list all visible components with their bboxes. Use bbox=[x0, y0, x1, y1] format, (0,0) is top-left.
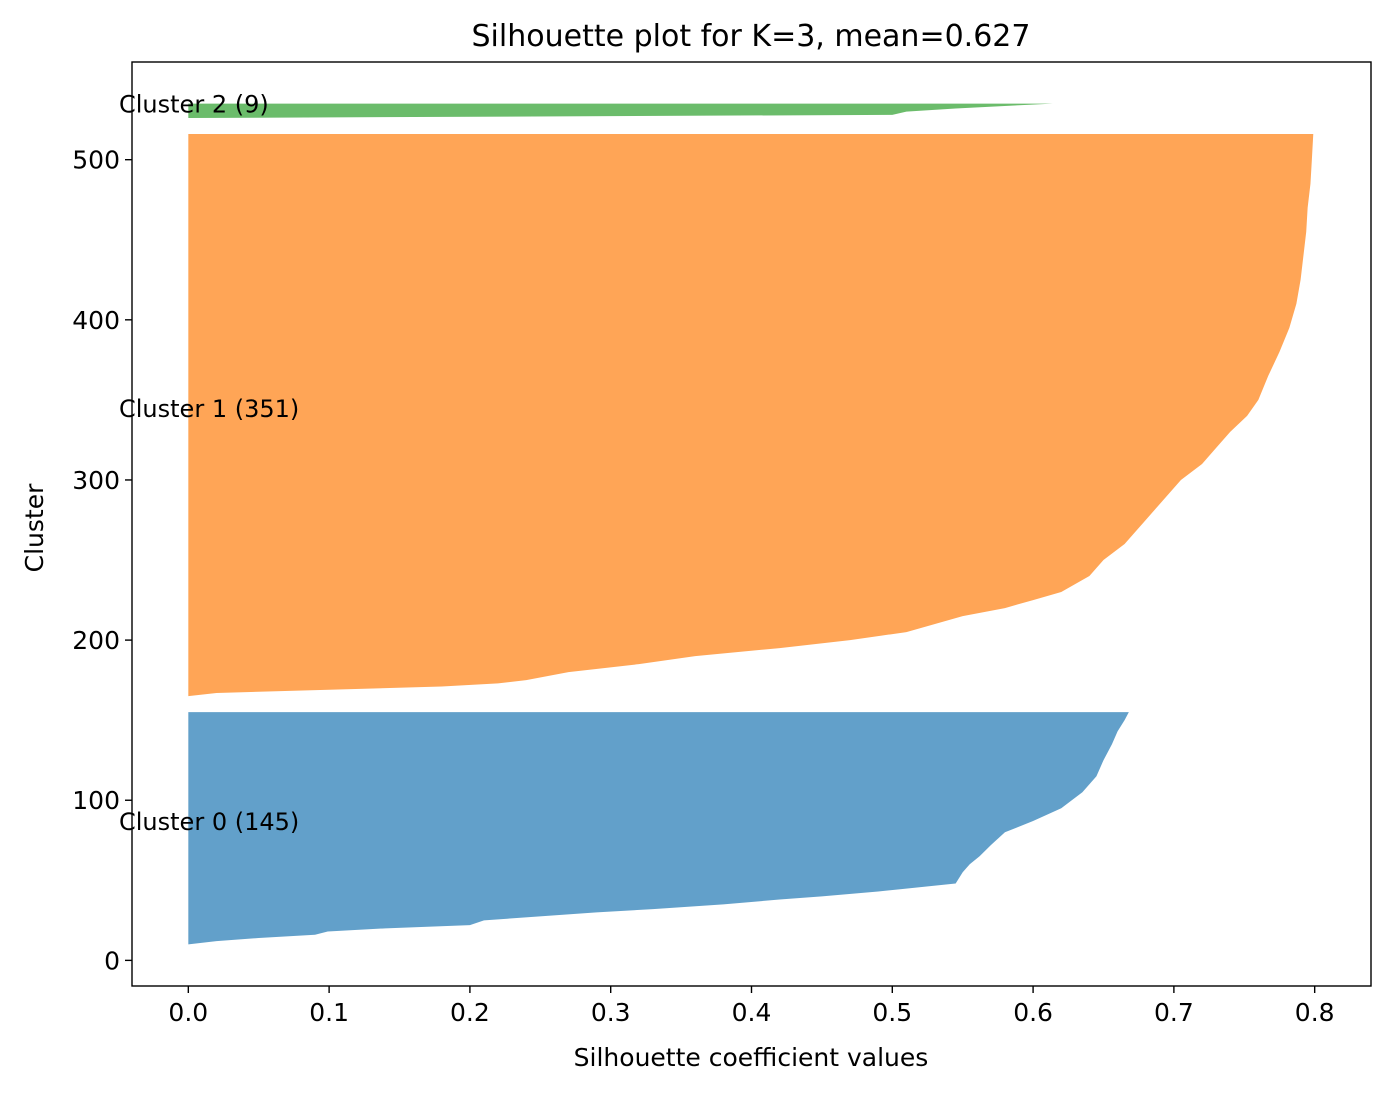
cluster-areas bbox=[188, 103, 1314, 945]
y-tick-label: 0 bbox=[104, 946, 120, 975]
y-tick-label: 100 bbox=[72, 786, 120, 815]
x-tick-label: 0.3 bbox=[591, 998, 631, 1027]
y-axis-label: Cluster bbox=[20, 483, 49, 572]
y-axis-ticks: 0 100 200 300 400 500 bbox=[72, 146, 132, 975]
x-axis-ticks: 0.0 0.1 0.2 0.3 0.4 0.5 0.6 0.7 0.8 bbox=[168, 986, 1335, 1027]
y-tick-label: 200 bbox=[72, 626, 120, 655]
y-tick-label: 400 bbox=[72, 306, 120, 335]
x-tick-label: 0.0 bbox=[168, 998, 208, 1027]
x-tick-label: 0.2 bbox=[450, 998, 490, 1027]
x-tick-label: 0.7 bbox=[1154, 998, 1194, 1027]
x-tick-label: 0.8 bbox=[1295, 998, 1335, 1027]
cluster-0-label: Cluster 0 (145) bbox=[119, 808, 299, 836]
cluster-2-label: Cluster 2 (9) bbox=[119, 91, 269, 119]
x-tick-label: 0.1 bbox=[309, 998, 349, 1027]
x-axis-label: Silhouette coefficient values bbox=[574, 1043, 929, 1072]
cluster-1-area bbox=[188, 134, 1314, 697]
chart-title: Silhouette plot for K=3, mean=0.627 bbox=[472, 19, 1031, 54]
cluster-labels: Cluster 0 (145) Cluster 1 (351) Cluster 2 … bbox=[119, 91, 299, 836]
cluster-0-area bbox=[188, 712, 1129, 945]
x-tick-label: 0.4 bbox=[732, 998, 772, 1027]
cluster-2-area bbox=[188, 103, 1053, 119]
x-tick-label: 0.5 bbox=[872, 998, 912, 1027]
y-tick-label: 300 bbox=[72, 466, 120, 495]
y-tick-label: 500 bbox=[72, 146, 120, 175]
x-tick-label: 0.6 bbox=[1013, 998, 1053, 1027]
cluster-1-label: Cluster 1 (351) bbox=[119, 395, 299, 423]
